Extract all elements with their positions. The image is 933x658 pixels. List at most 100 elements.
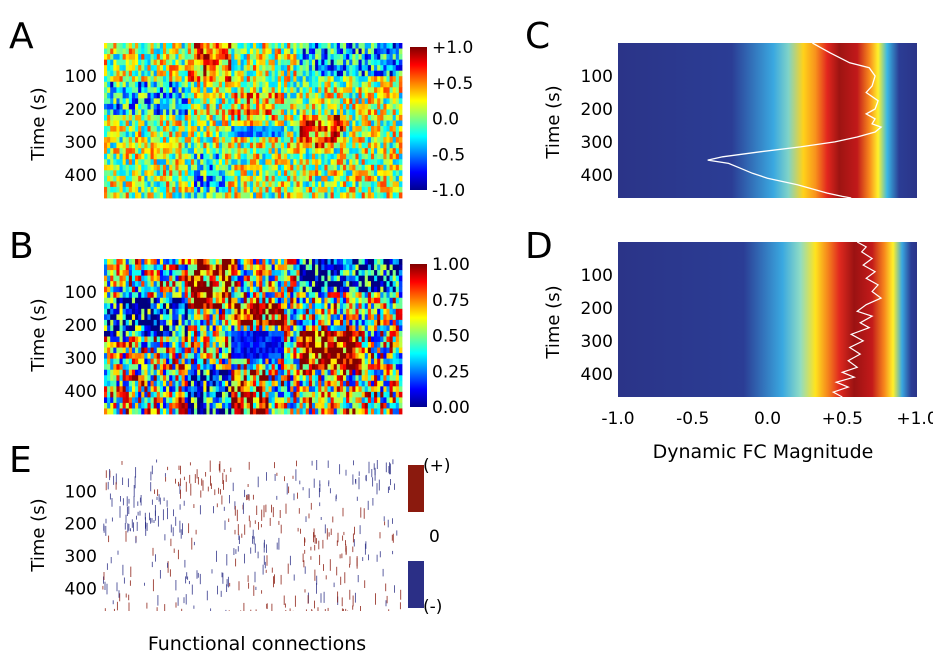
heatmap-cell xyxy=(184,153,189,160)
heatmap-cell xyxy=(271,137,276,144)
heatmap-cell xyxy=(249,159,254,166)
heatmap-cell xyxy=(209,175,214,182)
heatmap-cell xyxy=(364,81,369,88)
heatmap-cell xyxy=(321,336,325,343)
heatmap-cell xyxy=(107,76,111,83)
heatmap-cell xyxy=(299,308,304,315)
heatmap-cell xyxy=(209,408,214,415)
heatmap-cell xyxy=(144,270,148,277)
heatmap-cell xyxy=(296,364,300,371)
heatmap-cell xyxy=(299,186,304,193)
heatmap-cell xyxy=(243,397,248,404)
heatmap-cell xyxy=(218,103,223,110)
heatmap-cell xyxy=(277,54,282,61)
heatmap-cell xyxy=(302,308,307,315)
heatmap-cell xyxy=(246,43,251,49)
heatmap-cell xyxy=(290,364,294,371)
heatmap-cell xyxy=(380,164,384,171)
heatmap-cell xyxy=(128,297,133,304)
heatmap-cell xyxy=(215,142,220,149)
heatmap-cell xyxy=(287,402,291,409)
heatmap-cell xyxy=(271,81,276,88)
heatmap-cell xyxy=(299,192,304,199)
heatmap-cell xyxy=(147,87,151,94)
heatmap-cell xyxy=(336,275,341,282)
heatmap-cell xyxy=(128,342,133,348)
heatmap-cell xyxy=(175,358,179,365)
heatmap-cell xyxy=(327,126,331,132)
heatmap-cell xyxy=(184,120,189,127)
heatmap-cell xyxy=(206,336,210,343)
heatmap-cell xyxy=(265,103,269,110)
heatmap-cell xyxy=(349,120,353,127)
heatmap-cell xyxy=(339,336,344,343)
heatmap-cell xyxy=(327,308,331,315)
heatmap-cell xyxy=(253,65,257,72)
heatmap-cell xyxy=(374,103,378,110)
heatmap-cell xyxy=(131,364,136,371)
heatmap-cell xyxy=(370,126,375,132)
heatmap-cell xyxy=(150,342,155,348)
heatmap-cell xyxy=(265,76,269,83)
heatmap-cell xyxy=(234,43,238,49)
heatmap-cell xyxy=(237,270,241,277)
heatmap-cell xyxy=(352,402,356,409)
heatmap-cell xyxy=(144,391,148,398)
heatmap-cell xyxy=(113,148,117,155)
heatmap-cell xyxy=(333,386,338,393)
heatmap-cell xyxy=(268,292,273,299)
heatmap-cell xyxy=(116,103,120,110)
heatmap-cell xyxy=(243,131,248,138)
heatmap-cell xyxy=(315,347,319,354)
heatmap-cell xyxy=(138,48,142,55)
heatmap-cell xyxy=(339,137,344,144)
heatmap-cell xyxy=(203,54,207,61)
heatmap-cell xyxy=(324,380,328,387)
heatmap-cell xyxy=(237,259,241,265)
heatmap-cell xyxy=(246,397,251,404)
heatmap-cell xyxy=(147,308,151,315)
heatmap-cell xyxy=(256,81,260,88)
heatmap-cell xyxy=(299,170,304,177)
heatmap-cell xyxy=(172,314,176,321)
heatmap-cell xyxy=(237,148,241,155)
heatmap-cell xyxy=(259,164,263,171)
heatmap-cell xyxy=(374,48,378,55)
heatmap-cell xyxy=(333,342,338,348)
heatmap-cell xyxy=(259,408,263,415)
heatmap-cell xyxy=(277,275,282,282)
heatmap-cell xyxy=(150,48,155,55)
heatmap-cell xyxy=(209,358,214,365)
heatmap-cell xyxy=(215,43,220,49)
heatmap-cell xyxy=(333,259,338,265)
heatmap-cell xyxy=(228,92,232,99)
heatmap-cell xyxy=(262,186,266,193)
heatmap-cell xyxy=(370,43,375,49)
heatmap-cell xyxy=(243,148,248,155)
heatmap-cell xyxy=(253,386,257,393)
heatmap-cell xyxy=(231,408,235,415)
heatmap-cell xyxy=(284,54,288,61)
heatmap-cell xyxy=(318,347,322,354)
heatmap-cell xyxy=(225,114,229,121)
heatmap-cell xyxy=(355,353,359,360)
heatmap-cell xyxy=(104,353,108,360)
heatmap-cell xyxy=(209,286,214,293)
heatmap-cell xyxy=(343,70,347,77)
heatmap-cell xyxy=(243,375,248,382)
heatmap-cell xyxy=(225,87,229,94)
heatmap-cell xyxy=(197,353,201,360)
heatmap-cell xyxy=(128,386,133,393)
heatmap-cell xyxy=(259,175,263,182)
heatmap-cell xyxy=(315,342,319,348)
heatmap-cell xyxy=(299,397,304,404)
heatmap-cell xyxy=(125,164,130,171)
heatmap-cell xyxy=(330,375,335,382)
heatmap-cell xyxy=(280,397,285,404)
heatmap-cell xyxy=(200,336,204,343)
heatmap-cell xyxy=(256,402,260,409)
heatmap-cell xyxy=(333,175,338,182)
heatmap-cell xyxy=(159,159,164,166)
heatmap-cell xyxy=(141,175,145,182)
heatmap-cell xyxy=(249,87,254,94)
